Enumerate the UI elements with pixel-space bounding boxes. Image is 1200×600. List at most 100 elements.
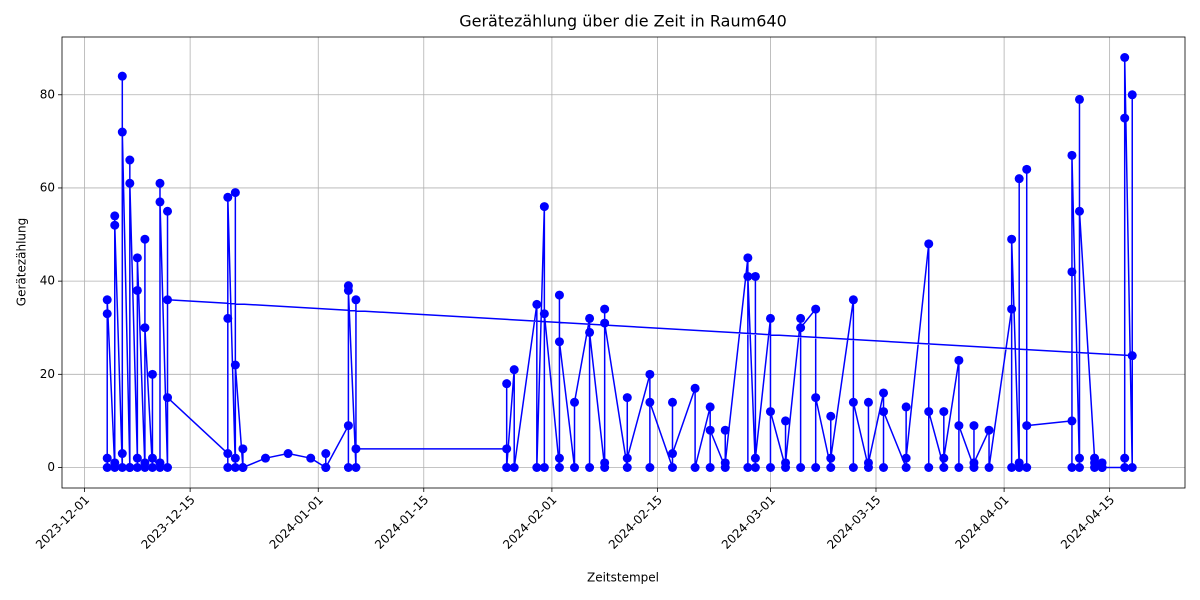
data-point: [622, 393, 632, 403]
data-point: [1007, 234, 1017, 244]
data-point: [230, 463, 240, 472]
data-point: [163, 295, 173, 305]
data-point: [984, 463, 994, 472]
data-point: [667, 449, 677, 459]
data-point: [1074, 206, 1084, 216]
data-point: [984, 425, 994, 435]
data-point: [848, 397, 858, 407]
data-point: [1127, 463, 1137, 472]
data-point: [1022, 463, 1032, 472]
data-point: [826, 411, 836, 421]
data-point: [667, 397, 677, 407]
data-point: [321, 463, 331, 472]
y-axis-label: Gerätezählung: [15, 218, 29, 306]
data-point: [1007, 463, 1017, 472]
data-point: [954, 421, 964, 431]
data-point: [969, 458, 979, 468]
data-point: [140, 234, 150, 244]
data-point: [796, 313, 806, 323]
data-point: [1097, 463, 1107, 472]
data-point: [140, 458, 150, 468]
data-point: [570, 397, 580, 407]
data-point: [863, 397, 873, 407]
data-point: [811, 463, 821, 472]
data-point: [260, 453, 270, 463]
data-point: [230, 453, 240, 463]
data-point: [117, 71, 127, 81]
data-point: [223, 192, 233, 202]
data-point: [1067, 416, 1077, 426]
data-point: [230, 188, 240, 198]
data-point: [554, 463, 564, 472]
data-point: [848, 295, 858, 305]
data-point: [750, 271, 760, 281]
data-point: [502, 463, 512, 472]
data-point: [554, 337, 564, 347]
data-point: [743, 253, 753, 263]
data-point: [163, 393, 173, 403]
data-point: [645, 397, 655, 407]
data-point: [924, 239, 934, 249]
data-point: [230, 360, 240, 370]
data-point: [283, 449, 293, 459]
data-point: [102, 295, 112, 305]
data-point: [924, 407, 934, 417]
data-point: [743, 271, 753, 281]
data-point: [1120, 53, 1130, 62]
data-point: [1014, 458, 1024, 468]
data-point: [585, 327, 595, 337]
data-point: [600, 458, 610, 468]
y-tick-label: 0: [47, 460, 55, 474]
data-point: [223, 313, 233, 323]
data-point: [622, 453, 632, 463]
data-point: [539, 202, 549, 212]
data-point: [502, 444, 512, 454]
data-point: [1022, 421, 1032, 431]
data-point: [939, 463, 949, 472]
data-point: [132, 453, 142, 463]
data-point: [343, 463, 353, 472]
data-point: [765, 407, 775, 417]
data-point: [879, 407, 889, 417]
data-point: [781, 458, 791, 468]
data-point: [796, 323, 806, 333]
data-point: [102, 463, 112, 472]
data-point: [102, 453, 112, 463]
data-point: [1120, 453, 1130, 463]
data-point: [125, 178, 135, 188]
data-point: [509, 463, 519, 472]
data-point: [155, 178, 165, 188]
data-point: [645, 369, 655, 379]
data-point: [351, 295, 361, 305]
data-point: [1074, 453, 1084, 463]
data-point: [117, 127, 127, 137]
data-point: [132, 463, 142, 472]
data-point: [102, 309, 112, 319]
data-point: [811, 393, 821, 403]
data-point: [223, 463, 233, 472]
data-point: [622, 463, 632, 472]
data-point: [901, 463, 911, 472]
data-point: [781, 416, 791, 426]
data-point: [554, 290, 564, 300]
data-point: [879, 463, 889, 472]
data-point: [125, 155, 135, 165]
data-point: [1120, 113, 1130, 123]
data-point: [163, 206, 173, 216]
data-point: [879, 388, 889, 398]
data-point: [1127, 90, 1137, 100]
data-point: [826, 453, 836, 463]
data-point: [321, 449, 331, 459]
data-point: [600, 318, 610, 328]
data-point: [863, 458, 873, 468]
data-point: [147, 369, 157, 379]
data-point: [147, 463, 157, 472]
y-tick-label: 20: [40, 367, 55, 381]
data-point: [509, 365, 519, 375]
data-point: [532, 463, 542, 472]
data-point: [765, 463, 775, 472]
data-point: [811, 304, 821, 314]
data-point: [110, 458, 120, 468]
